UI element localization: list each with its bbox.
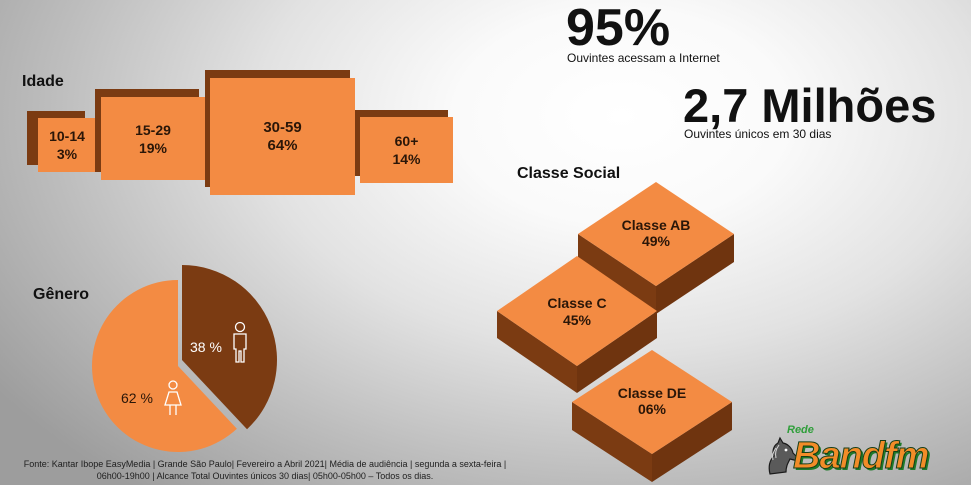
internet-access-percentage: 95% <box>566 0 671 57</box>
classe-c-block <box>497 256 657 393</box>
classe-de-left-face <box>572 402 652 482</box>
classe-ab-left-face <box>578 234 656 314</box>
class-de-label: Classe DE <box>618 385 686 401</box>
classe-de-right-face <box>652 402 732 482</box>
female-percentage-label: 62 % <box>121 390 153 406</box>
unique-listeners-value: 2,7 Milhões <box>683 79 937 132</box>
age-range-label: 10-14 <box>49 128 85 144</box>
class-c-label: Classe C <box>547 295 606 311</box>
age-box-face: 15-29 19% <box>101 97 205 180</box>
classe-de-top-face <box>572 350 732 454</box>
age-percentage-label: 3% <box>56 146 78 162</box>
pie-slice-male <box>182 265 277 430</box>
age-box-15-29: 15-29 19% <box>95 89 205 180</box>
age-section-title: Idade <box>22 73 64 90</box>
age-percentage-label: 19% <box>138 139 168 156</box>
internet-access-caption: Ouvintes acessam a Internet <box>567 51 720 65</box>
age-range-label: 30-59 <box>263 118 302 136</box>
classe-c-top-face <box>497 256 657 366</box>
classe-c-left-face <box>497 311 577 393</box>
class-ab-percentage: 49% <box>642 233 671 249</box>
male-icon <box>233 321 247 363</box>
pie-slices <box>91 265 277 452</box>
male-percentage-label: 38 % <box>190 339 222 355</box>
class-de-percentage: 06% <box>638 401 667 417</box>
class-c-percentage: 45% <box>563 312 592 328</box>
classe-c-right-face <box>577 311 657 393</box>
social-class-chart: Classe AB 49% Classe C 45% Classe DE 06% <box>497 182 734 482</box>
age-box-30-59: 30-59 64% <box>205 70 355 195</box>
age-range-label: 15-29 <box>135 121 171 138</box>
gender-section-title: Gênero <box>33 286 90 303</box>
social-class-section-title: Classe Social <box>517 165 621 182</box>
classe-de-block <box>572 350 732 482</box>
classe-ab-right-face <box>656 234 734 314</box>
gender-pie-chart: 38 % 62 % <box>91 265 277 452</box>
classe-ab-top-face <box>578 182 734 286</box>
pie-slice-female <box>91 280 237 452</box>
class-blocks <box>497 182 734 482</box>
unique-listeners-caption: Ouvintes únicos em 30 dias <box>684 127 832 141</box>
age-box-face: 60+ 14% <box>360 117 453 183</box>
logo-brand-text: Bandfm <box>792 435 929 477</box>
age-box-face: 10-14 3% <box>38 118 96 172</box>
classe-ab-block <box>578 182 734 314</box>
female-icon <box>164 380 182 415</box>
age-box-10-14: 10-14 3% <box>27 111 96 172</box>
band-fm-logo: Rede Bandfm <box>760 424 950 480</box>
class-ab-label: Classe AB <box>622 217 691 233</box>
age-range-label: 60+ <box>394 133 419 149</box>
age-box-60-plus: 60+ 14% <box>355 110 453 183</box>
age-box-face: 30-59 64% <box>210 78 355 195</box>
age-percentage-label: 14% <box>392 151 421 167</box>
mascot-icon <box>768 436 798 475</box>
logo-network-text: Rede <box>787 424 814 436</box>
age-percentage-label: 64% <box>267 136 298 154</box>
source-footnote: Fonte: Kantar Ibope EasyMedia | Grande S… <box>23 459 507 481</box>
